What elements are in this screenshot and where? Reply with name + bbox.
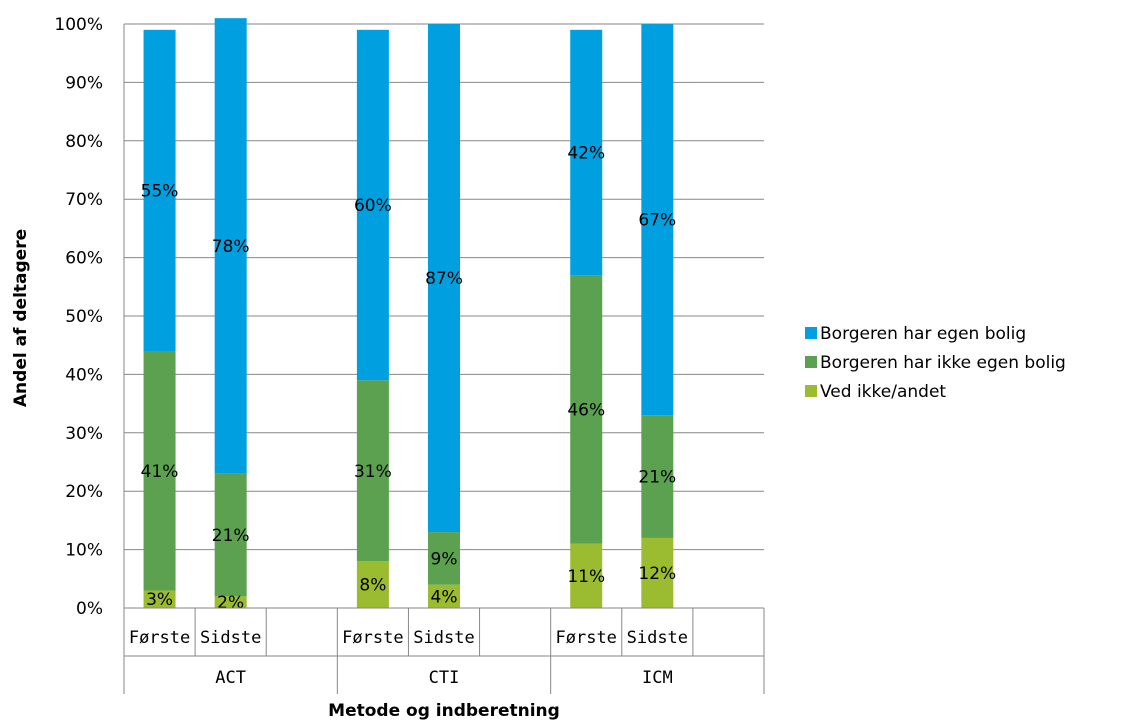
legend-label: Borgeren har egen bolig bbox=[820, 324, 1026, 344]
data-label: 11% bbox=[567, 567, 605, 587]
bars bbox=[143, 18, 674, 608]
data-label: 55% bbox=[141, 181, 179, 201]
legend-item: Borgeren har ikke egen bolig bbox=[805, 353, 1066, 373]
y-tick-label: 10% bbox=[65, 541, 103, 561]
bar-segment bbox=[143, 351, 176, 591]
bar-segment bbox=[641, 24, 674, 416]
group-label: ACT bbox=[215, 668, 246, 688]
bar-segment bbox=[143, 590, 176, 608]
data-label: 42% bbox=[567, 143, 605, 163]
y-tick-label: 80% bbox=[65, 132, 103, 152]
category-label: Første bbox=[556, 628, 617, 648]
data-label: 3% bbox=[146, 590, 173, 610]
y-axis-title: Andel af deltagere bbox=[11, 229, 31, 407]
data-label: 9% bbox=[431, 549, 458, 569]
x-axis: Første Sidste ACT Første Sidste CTI Første Sids… bbox=[123, 607, 765, 694]
legend-label: Borgeren har ikke egen bolig bbox=[820, 353, 1066, 373]
bar-segment bbox=[143, 29, 176, 352]
data-label: 60% bbox=[354, 196, 392, 216]
y-tick-label: 90% bbox=[65, 73, 103, 93]
data-label: 41% bbox=[141, 462, 179, 482]
y-tick-label: 20% bbox=[65, 482, 103, 502]
y-axis-tick-labels: 0% 10% 20% 30% 40% 50% 60% 70% 80% 90% 100% bbox=[54, 15, 103, 619]
legend-item: Ved ikke/andet bbox=[805, 382, 946, 402]
group-label: CTI bbox=[429, 668, 460, 688]
data-label: 31% bbox=[354, 462, 392, 482]
bar-segment bbox=[356, 561, 389, 608]
data-label: 67% bbox=[638, 211, 676, 231]
data-label: 87% bbox=[425, 269, 463, 289]
y-tick-label: 40% bbox=[65, 365, 103, 385]
legend-swatch bbox=[805, 356, 817, 368]
y-tick-label: 30% bbox=[65, 424, 103, 444]
category-label: Sidste bbox=[200, 628, 261, 648]
category-label: Første bbox=[342, 628, 403, 648]
bar-segment bbox=[570, 543, 603, 608]
category-label: Første bbox=[129, 628, 190, 648]
data-label: 78% bbox=[212, 237, 250, 257]
data-label: 8% bbox=[359, 576, 386, 596]
y-tick-label: 70% bbox=[65, 190, 103, 210]
bar-segment bbox=[214, 596, 247, 608]
bar-segment bbox=[356, 29, 389, 381]
y-tick-label: 60% bbox=[65, 249, 103, 269]
group-label: ICM bbox=[642, 668, 673, 688]
data-label: 4% bbox=[431, 587, 458, 607]
y-tick-label: 100% bbox=[54, 15, 103, 35]
bar-segment bbox=[428, 584, 460, 608]
y-tick-label: 50% bbox=[65, 307, 103, 327]
y-tick-label: 0% bbox=[76, 599, 103, 619]
data-label: 12% bbox=[638, 564, 676, 584]
legend-item: Borgeren har egen bolig bbox=[805, 324, 1026, 344]
data-labels: 3% 41% 55% 2% 21% 78% 8% 31% 60% 4% 9% 87% 11% 46% 42%… bbox=[141, 143, 677, 613]
bar-segment bbox=[214, 18, 247, 474]
legend-swatch bbox=[805, 385, 817, 397]
data-label: 46% bbox=[567, 400, 605, 420]
bar-segment bbox=[428, 532, 460, 585]
bar-segment bbox=[570, 29, 603, 276]
legend-label: Ved ikke/andet bbox=[820, 382, 946, 402]
x-axis-title: Metode og indberetning bbox=[328, 701, 560, 720]
legend-swatch bbox=[805, 327, 817, 339]
bar-segment bbox=[641, 415, 674, 538]
data-label: 21% bbox=[638, 468, 676, 488]
bar-segment bbox=[570, 275, 603, 544]
bar-segment bbox=[641, 537, 674, 608]
data-label: 21% bbox=[212, 526, 250, 546]
category-label: Sidste bbox=[413, 628, 474, 648]
bar-segment bbox=[428, 24, 460, 533]
data-label: 2% bbox=[217, 593, 244, 613]
category-label: Sidste bbox=[627, 628, 688, 648]
bar-segment bbox=[214, 473, 247, 597]
bar-segment bbox=[356, 380, 389, 562]
legend: Borgeren har egen bolig Borgeren har ikke… bbox=[805, 324, 1066, 402]
